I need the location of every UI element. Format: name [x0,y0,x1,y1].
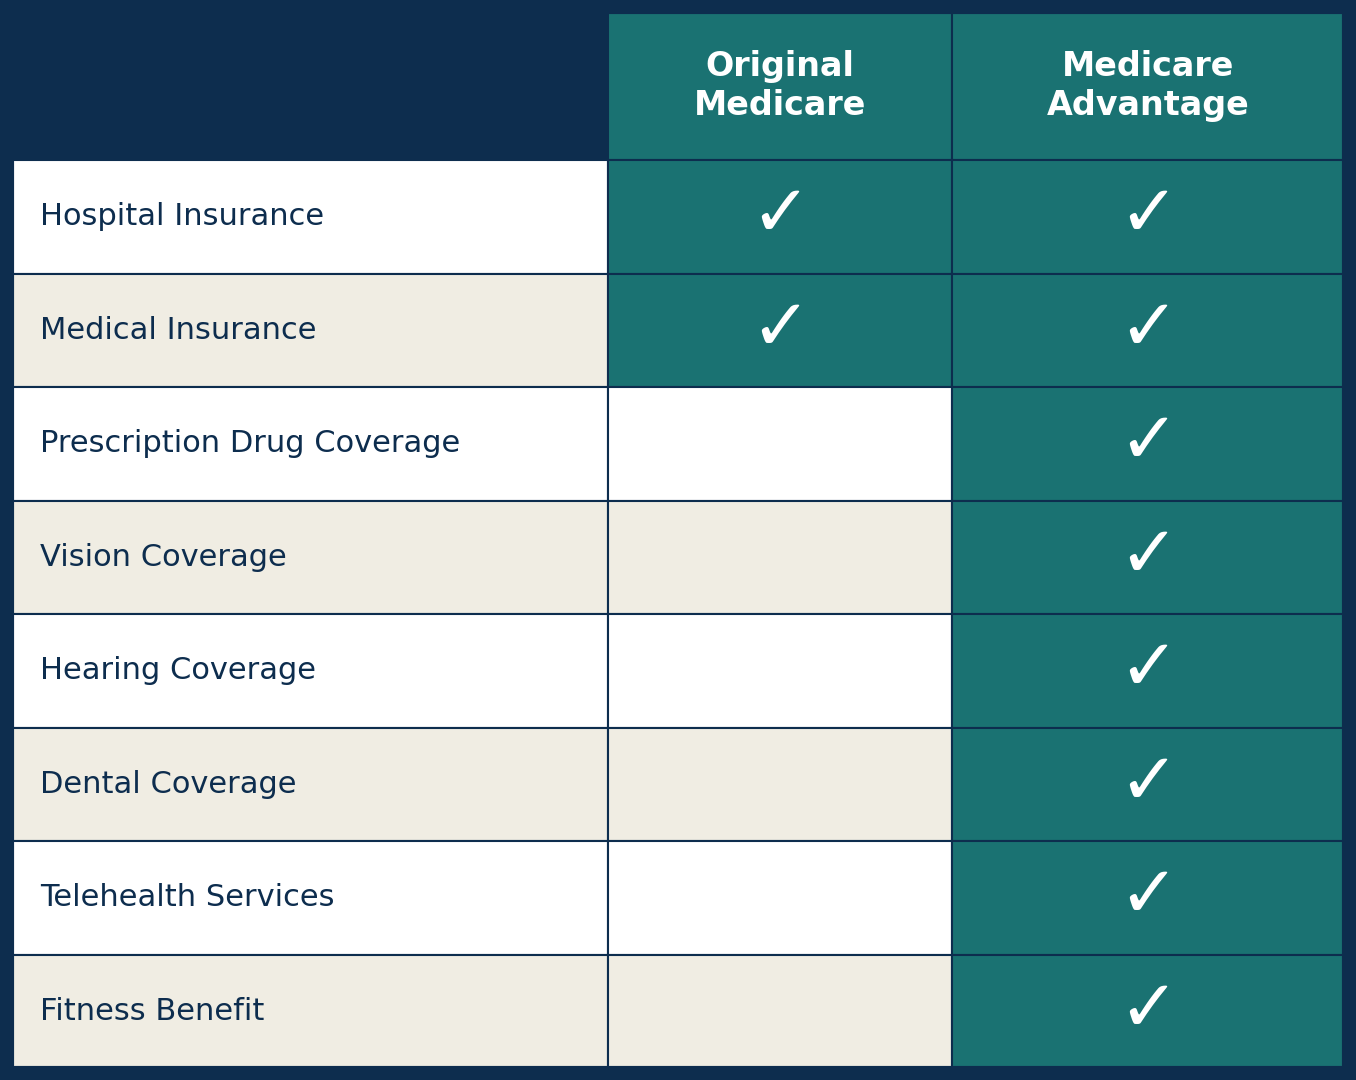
Text: Vision Coverage: Vision Coverage [39,543,286,571]
Text: Hearing Coverage: Hearing Coverage [39,657,316,685]
Text: ✓: ✓ [750,183,811,252]
Text: ✓: ✓ [1117,296,1178,365]
Bar [607,841,952,955]
Text: Original
Medicare: Original Medicare [694,51,866,122]
Bar [607,500,952,615]
Bar [952,160,1344,273]
Bar [607,728,952,841]
Text: Prescription Drug Coverage: Prescription Drug Coverage [39,429,460,458]
Text: Medical Insurance: Medical Insurance [39,315,316,345]
Text: ✓: ✓ [1117,863,1178,932]
Text: Telehealth Services: Telehealth Services [39,883,335,913]
Bar [12,955,607,1068]
Text: ✓: ✓ [1117,523,1178,592]
Bar [12,387,607,500]
Bar [952,955,1344,1068]
Bar [12,728,607,841]
Bar [952,841,1344,955]
Bar [952,387,1344,500]
Bar [12,273,607,387]
Text: ✓: ✓ [1117,183,1178,252]
Bar [952,273,1344,387]
Bar [952,500,1344,615]
Bar [952,12,1344,160]
Bar [12,160,607,273]
Bar [12,841,607,955]
Text: Hospital Insurance: Hospital Insurance [39,202,324,231]
Text: Dental Coverage: Dental Coverage [39,770,297,799]
Bar [607,12,952,160]
Text: Fitness Benefit: Fitness Benefit [39,997,264,1026]
Bar [607,273,952,387]
Bar [952,728,1344,841]
Bar [607,955,952,1068]
Text: ✓: ✓ [1117,750,1178,819]
Bar [607,160,952,273]
Text: ✓: ✓ [1117,409,1178,478]
Bar [12,615,607,728]
Bar [607,387,952,500]
Bar [607,615,952,728]
Text: ✓: ✓ [1117,976,1178,1045]
Bar [12,500,607,615]
Text: ✓: ✓ [1117,636,1178,705]
Bar [952,615,1344,728]
Text: ✓: ✓ [750,296,811,365]
Bar [12,12,1344,160]
Text: Medicare
Advantage: Medicare Advantage [1047,51,1249,122]
